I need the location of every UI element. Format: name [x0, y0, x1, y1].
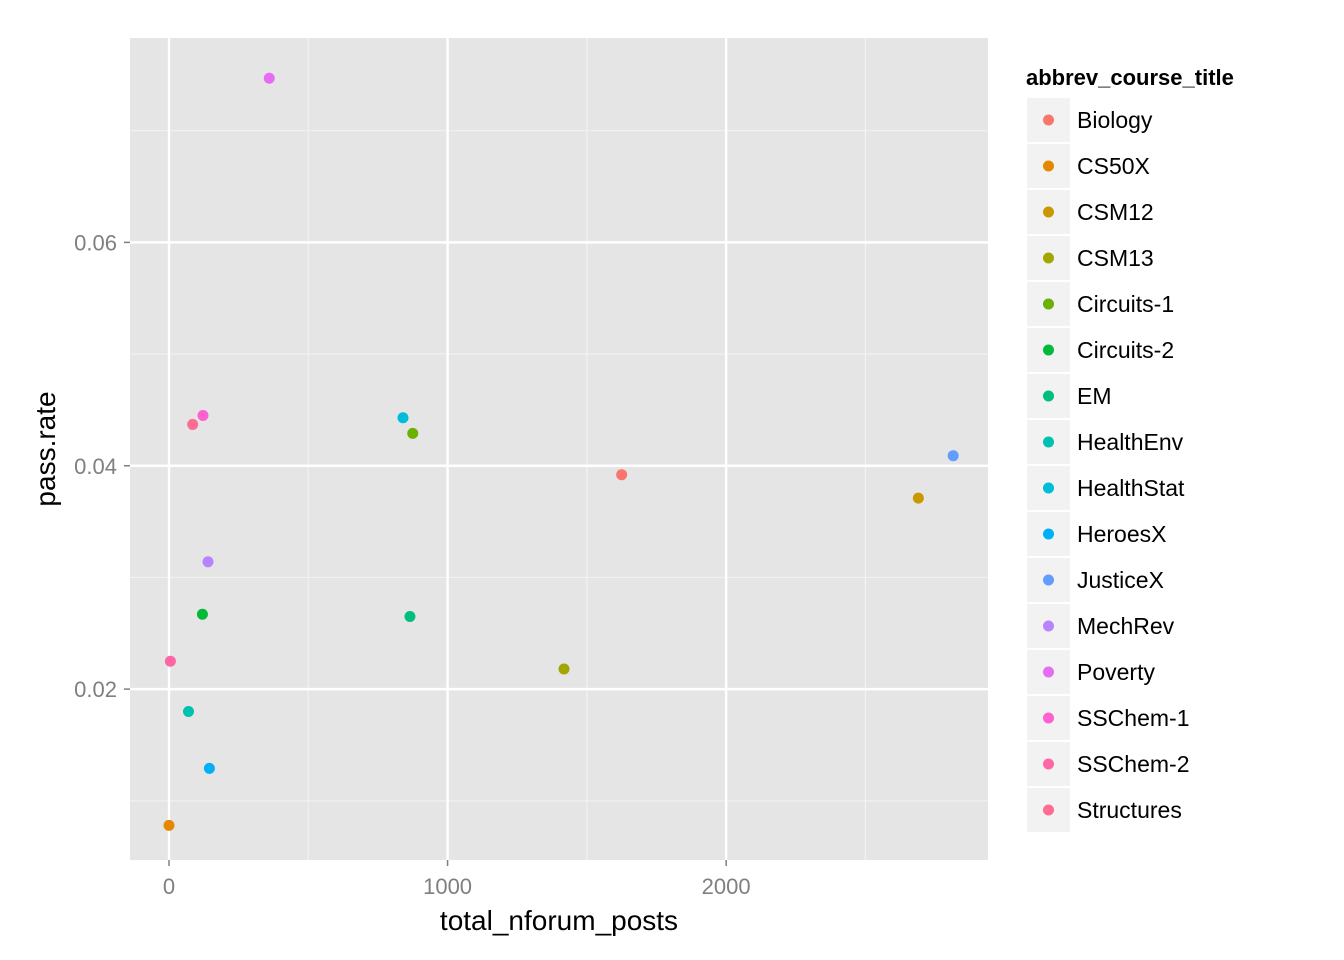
legend-label: SSChem-2 [1077, 751, 1189, 777]
legend-label: CSM13 [1077, 245, 1154, 271]
data-point [164, 655, 176, 667]
y-axis: 0.02 0.04 0.06 [74, 230, 130, 702]
x-tick-label: 1000 [423, 874, 472, 899]
legend: Biology CS50X CSM12 CSM13 Circuits-1 Circuits… [1027, 98, 1189, 832]
legend-label: Poverty [1077, 659, 1155, 685]
x-tick-label: 2000 [702, 874, 751, 899]
legend-item: HeroesX [1027, 512, 1166, 556]
legend-item: CS50X [1027, 144, 1150, 188]
data-point [397, 412, 409, 424]
data-point [263, 72, 275, 84]
legend-key-point [1043, 712, 1054, 724]
legend-label: HealthEnv [1077, 429, 1184, 455]
legend-item: EM [1027, 374, 1112, 418]
legend-label: Biology [1077, 107, 1153, 133]
legend-item: MechRev [1027, 604, 1175, 648]
legend-item: SSChem-1 [1027, 696, 1189, 740]
legend-key-point [1043, 620, 1054, 632]
legend-item: Circuits-2 [1027, 328, 1174, 372]
data-point [187, 418, 199, 430]
x-axis-title: total_nforum_posts [440, 905, 678, 936]
minor-gridlines [130, 38, 988, 860]
data-point [558, 663, 570, 675]
legend-key-point [1043, 252, 1054, 264]
legend-label: HeroesX [1077, 521, 1166, 547]
y-tick-label: 0.06 [74, 230, 117, 255]
y-axis-title: pass.rate [30, 391, 61, 506]
legend-key-point [1043, 574, 1054, 586]
data-point [203, 762, 215, 774]
legend-key-point [1043, 804, 1054, 816]
legend-label: JusticeX [1077, 567, 1164, 593]
legend-label: MechRev [1077, 613, 1175, 639]
legend-label: CS50X [1077, 153, 1150, 179]
legend-item: Structures [1027, 788, 1182, 832]
legend-item: HealthEnv [1027, 420, 1184, 464]
legend-item: SSChem-2 [1027, 742, 1189, 786]
legend-key-point [1043, 528, 1054, 540]
legend-label: HealthStat [1077, 475, 1185, 501]
legend-key-point [1043, 436, 1054, 448]
legend-item: HealthStat [1027, 466, 1185, 510]
legend-item: Biology [1027, 98, 1153, 142]
y-tick-label: 0.02 [74, 677, 117, 702]
data-point [912, 492, 924, 504]
data-point [163, 819, 175, 831]
data-point [196, 608, 208, 620]
legend-item: CSM13 [1027, 236, 1154, 280]
legend-label: Structures [1077, 797, 1182, 823]
data-points [163, 72, 959, 831]
panel-background [130, 38, 988, 860]
legend-item: JusticeX [1027, 558, 1164, 602]
legend-key-point [1043, 482, 1054, 494]
data-point [404, 611, 416, 623]
data-point [947, 450, 959, 462]
data-point [197, 409, 209, 421]
legend-key-point [1043, 160, 1054, 172]
legend-title: abbrev_course_title [1026, 65, 1234, 90]
legend-label: Circuits-2 [1077, 337, 1174, 363]
data-point [407, 427, 419, 439]
legend-item: Circuits-1 [1027, 282, 1174, 326]
legend-key-point [1043, 298, 1054, 310]
legend-key-point [1043, 390, 1054, 402]
legend-label: SSChem-1 [1077, 705, 1189, 731]
legend-key-point [1043, 344, 1054, 356]
legend-key-point [1043, 758, 1054, 770]
y-tick-label: 0.04 [74, 454, 117, 479]
data-point [183, 705, 194, 717]
data-point [202, 556, 214, 568]
legend-label: Circuits-1 [1077, 291, 1174, 317]
legend-key-point [1043, 206, 1054, 218]
x-axis: 0 1000 2000 [163, 860, 751, 899]
x-tick-label: 0 [163, 874, 175, 899]
major-gridlines [130, 38, 988, 860]
data-point [616, 469, 628, 481]
legend-item: Poverty [1027, 650, 1155, 694]
legend-label: EM [1077, 383, 1112, 409]
legend-item: CSM12 [1027, 190, 1154, 234]
legend-key-point [1043, 666, 1054, 678]
legend-key-point [1043, 114, 1054, 126]
legend-label: CSM12 [1077, 199, 1154, 225]
